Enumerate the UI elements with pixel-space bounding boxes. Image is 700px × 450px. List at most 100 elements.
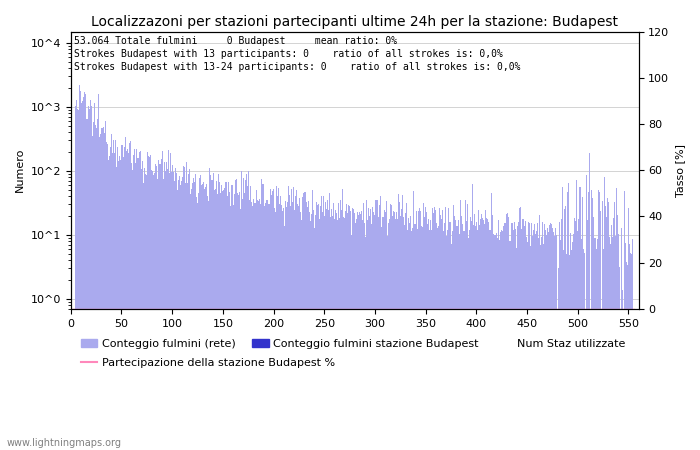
Bar bbox=[200, 175, 201, 450]
Legend: Partecipazione della stazione Budapest %: Partecipazione della stazione Budapest % bbox=[76, 354, 340, 373]
Bar bbox=[108, 156, 110, 450]
Bar bbox=[183, 166, 184, 450]
Bar bbox=[331, 209, 332, 450]
Bar bbox=[245, 180, 246, 450]
Bar bbox=[374, 215, 375, 450]
Bar bbox=[276, 186, 277, 450]
Bar bbox=[326, 208, 327, 450]
Bar bbox=[192, 183, 193, 450]
Bar bbox=[463, 231, 465, 450]
Bar bbox=[609, 237, 610, 450]
Bar bbox=[335, 210, 336, 450]
Bar bbox=[212, 180, 214, 450]
Bar bbox=[206, 184, 207, 450]
Bar bbox=[102, 127, 103, 450]
Bar bbox=[460, 200, 461, 450]
Bar bbox=[501, 230, 502, 450]
Bar bbox=[271, 195, 272, 450]
Bar bbox=[341, 210, 342, 450]
Bar bbox=[244, 194, 245, 450]
Bar bbox=[513, 230, 514, 450]
Bar bbox=[153, 175, 155, 450]
Bar bbox=[467, 204, 468, 450]
Bar bbox=[480, 219, 481, 450]
Bar bbox=[498, 220, 499, 450]
Bar bbox=[325, 202, 326, 450]
Bar bbox=[332, 216, 333, 450]
Bar bbox=[440, 215, 442, 450]
Bar bbox=[607, 198, 608, 450]
Bar bbox=[431, 230, 433, 450]
Bar bbox=[562, 187, 563, 450]
Bar bbox=[216, 181, 217, 450]
Bar bbox=[243, 178, 244, 450]
Bar bbox=[547, 228, 548, 450]
Bar bbox=[550, 224, 551, 450]
Bar bbox=[148, 156, 149, 450]
Bar bbox=[564, 209, 565, 450]
Bar bbox=[410, 216, 411, 450]
Bar bbox=[189, 170, 190, 450]
Bar bbox=[512, 223, 513, 450]
Title: Localizzazoni per stazioni partecipanti ultime 24h per la stazione: Budapest: Localizzazoni per stazioni partecipanti … bbox=[91, 15, 618, 29]
Bar bbox=[253, 198, 254, 450]
Bar bbox=[334, 219, 335, 450]
Bar bbox=[204, 189, 205, 450]
Bar bbox=[454, 220, 456, 450]
Bar bbox=[438, 226, 440, 450]
Bar bbox=[207, 196, 208, 450]
Bar bbox=[397, 219, 398, 450]
Bar bbox=[221, 185, 223, 450]
Bar bbox=[413, 191, 414, 450]
Bar bbox=[322, 212, 323, 450]
Bar bbox=[180, 184, 181, 450]
Bar bbox=[115, 140, 116, 450]
Bar bbox=[540, 237, 542, 450]
Bar bbox=[136, 149, 137, 450]
Y-axis label: Numero: Numero bbox=[15, 148, 25, 193]
Bar bbox=[198, 193, 199, 450]
Bar bbox=[526, 242, 528, 450]
Bar bbox=[127, 149, 128, 450]
Bar bbox=[535, 234, 536, 450]
Bar bbox=[135, 163, 136, 450]
Bar bbox=[412, 228, 413, 450]
Bar bbox=[470, 217, 471, 450]
Bar bbox=[124, 147, 125, 450]
Bar bbox=[304, 192, 305, 450]
Bar bbox=[234, 180, 235, 450]
Bar bbox=[328, 210, 329, 450]
Bar bbox=[167, 150, 169, 450]
Bar bbox=[197, 203, 198, 450]
Bar bbox=[589, 153, 590, 450]
Bar bbox=[382, 217, 383, 450]
Bar bbox=[343, 217, 344, 450]
Bar bbox=[505, 223, 506, 450]
Bar bbox=[500, 232, 501, 450]
Bar bbox=[344, 218, 345, 450]
Bar bbox=[259, 199, 260, 450]
Bar bbox=[443, 231, 444, 450]
Bar bbox=[420, 211, 421, 450]
Bar bbox=[383, 217, 384, 450]
Bar bbox=[555, 228, 556, 450]
Bar bbox=[352, 208, 354, 450]
Bar bbox=[354, 213, 355, 450]
Bar bbox=[257, 200, 258, 450]
Bar bbox=[342, 189, 343, 450]
Bar bbox=[181, 180, 182, 450]
Bar bbox=[379, 196, 381, 450]
Bar bbox=[390, 204, 391, 450]
Bar bbox=[285, 202, 286, 450]
Bar bbox=[144, 168, 146, 450]
Bar bbox=[92, 122, 94, 450]
Bar bbox=[209, 168, 210, 450]
Bar bbox=[338, 203, 339, 450]
Bar bbox=[263, 184, 264, 450]
Bar bbox=[76, 99, 78, 450]
Bar bbox=[573, 234, 574, 450]
Bar bbox=[278, 188, 279, 450]
Bar bbox=[282, 211, 284, 450]
Bar bbox=[270, 189, 271, 450]
Bar bbox=[128, 153, 129, 450]
